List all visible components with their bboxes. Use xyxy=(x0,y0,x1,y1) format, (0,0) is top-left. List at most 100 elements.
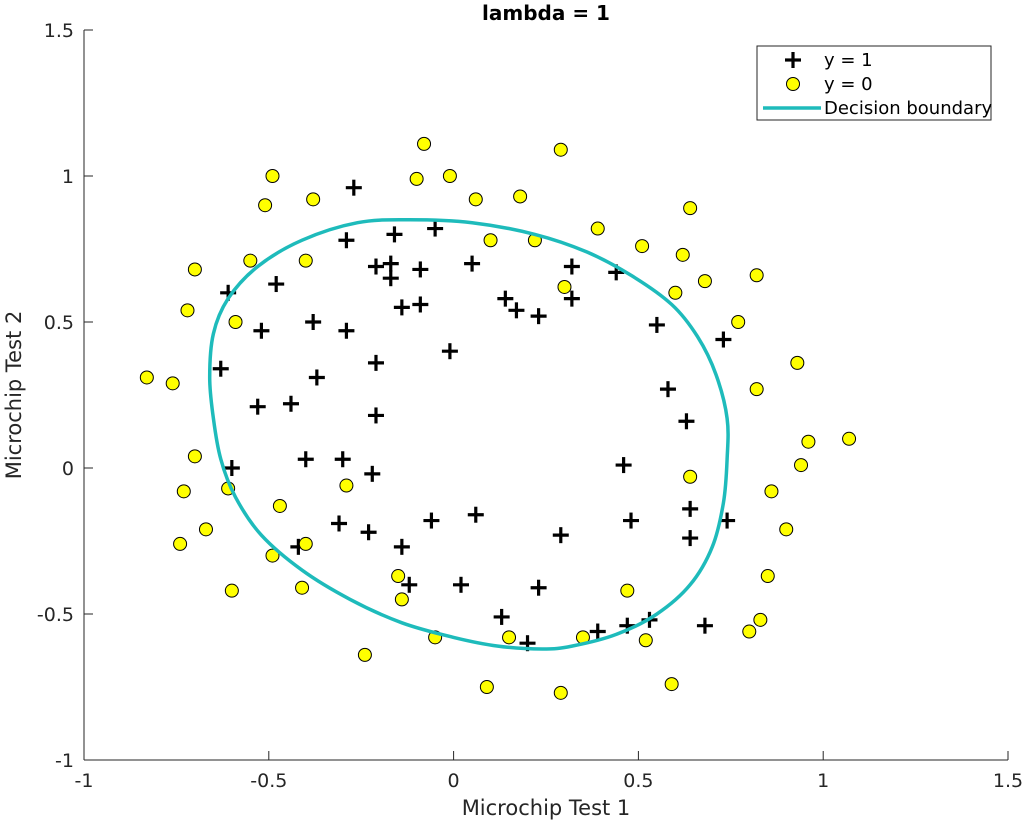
data-point-plus xyxy=(345,179,362,196)
data-point-plus xyxy=(393,538,410,555)
data-point-plus xyxy=(331,515,348,532)
data-point-plus xyxy=(253,322,270,339)
data-point-plus xyxy=(382,255,399,272)
data-point-plus xyxy=(648,316,665,333)
y-tick-label: 1.5 xyxy=(44,20,74,42)
data-point-plus xyxy=(682,530,699,547)
data-point-circle xyxy=(553,685,568,700)
data-point-circle xyxy=(187,449,202,464)
data-point-circle xyxy=(790,355,805,370)
y-tick-label: 0 xyxy=(62,458,74,480)
y-tick-label: -1 xyxy=(55,750,74,772)
x-tick-label: -1 xyxy=(75,770,94,792)
data-point-circle xyxy=(635,239,650,254)
data-point-circle xyxy=(620,583,635,598)
data-point-plus xyxy=(367,258,384,275)
data-point-circle xyxy=(198,522,213,537)
data-point-circle xyxy=(295,580,310,595)
series-y0 xyxy=(139,136,857,700)
series-y1 xyxy=(212,179,736,652)
data-point-circle xyxy=(513,189,528,204)
data-point-circle xyxy=(228,315,243,329)
data-point-plus xyxy=(386,226,403,243)
x-tick-label: 0.5 xyxy=(623,770,653,792)
data-point-circle xyxy=(749,268,764,283)
x-tick-label: -0.5 xyxy=(250,770,287,792)
data-point-plus xyxy=(338,322,355,339)
data-point-circle xyxy=(306,192,321,207)
data-point-plus xyxy=(297,451,314,468)
data-point-circle xyxy=(409,171,424,186)
data-point-circle xyxy=(265,548,280,563)
data-point-plus xyxy=(360,524,377,541)
data-point-circle xyxy=(668,285,683,300)
legend-label: y = 1 xyxy=(824,50,873,71)
data-point-circle xyxy=(683,469,698,484)
data-point-circle xyxy=(502,630,517,645)
decision-boundary-line xyxy=(207,218,730,651)
data-point-circle xyxy=(697,274,712,289)
data-point-plus xyxy=(401,576,418,593)
data-point-circle xyxy=(176,484,191,499)
chart-title: lambda = 1 xyxy=(482,1,610,25)
data-point-plus xyxy=(268,276,285,293)
data-point-plus xyxy=(563,290,580,307)
x-tick-label: 0 xyxy=(448,770,460,792)
data-point-plus xyxy=(305,314,322,330)
y-tick-label: 0.5 xyxy=(44,312,74,334)
data-point-plus xyxy=(508,302,525,319)
data-point-circle xyxy=(731,315,746,329)
data-point-plus xyxy=(678,413,695,430)
data-point-circle xyxy=(272,498,287,513)
data-point-circle xyxy=(442,169,457,183)
data-point-plus xyxy=(623,512,640,529)
data-point-circle xyxy=(394,592,409,607)
data-point-circle xyxy=(664,677,679,692)
data-point-plus xyxy=(441,343,458,360)
data-point-circle xyxy=(794,458,809,473)
legend-label: y = 0 xyxy=(824,74,873,95)
data-point-circle xyxy=(224,583,239,598)
data-point-plus xyxy=(393,299,410,316)
data-point-circle xyxy=(742,624,757,639)
data-point-circle xyxy=(339,478,354,493)
data-point-circle xyxy=(165,376,180,391)
data-point-circle xyxy=(557,279,572,294)
data-point-circle xyxy=(468,192,483,207)
data-point-plus xyxy=(715,331,732,348)
data-point-plus xyxy=(467,506,484,523)
data-point-plus xyxy=(423,512,440,529)
data-point-plus xyxy=(412,296,429,313)
data-point-plus xyxy=(427,220,444,237)
data-point-plus xyxy=(563,258,580,275)
legend-label: Decision boundary xyxy=(824,98,992,119)
data-point-plus xyxy=(615,457,632,474)
data-point-plus xyxy=(412,261,429,278)
data-point-plus xyxy=(464,255,481,272)
data-point-plus xyxy=(334,451,351,468)
decision-boundary-layer xyxy=(207,218,730,651)
data-point-circle xyxy=(760,569,775,584)
x-tick-label: 1.5 xyxy=(993,770,1023,792)
data-point-circle xyxy=(298,536,313,551)
data-point-circle xyxy=(417,136,432,151)
data-point-plus xyxy=(212,360,229,377)
legend-marker-circle xyxy=(786,77,800,91)
axes: -1 -0.5 0 0.5 1 1.5 -1 -0.5 0 0.5 1 1.5 xyxy=(37,20,1023,792)
data-point-plus xyxy=(530,579,547,596)
data-point-plus xyxy=(382,270,399,287)
y-tick-label: 1 xyxy=(62,166,74,188)
data-point-circle xyxy=(479,680,494,694)
data-point-circle xyxy=(243,253,258,268)
data-point-plus xyxy=(367,354,384,371)
x-tick-label: 1 xyxy=(817,770,829,792)
data-point-circle xyxy=(298,253,313,268)
data-point-plus xyxy=(493,608,510,625)
legend-marker-plus xyxy=(785,52,801,68)
data-point-circle xyxy=(265,169,280,183)
data-point-circle xyxy=(391,569,406,584)
data-point-circle xyxy=(753,612,768,627)
data-point-circle xyxy=(683,201,698,216)
data-point-circle xyxy=(638,633,653,648)
